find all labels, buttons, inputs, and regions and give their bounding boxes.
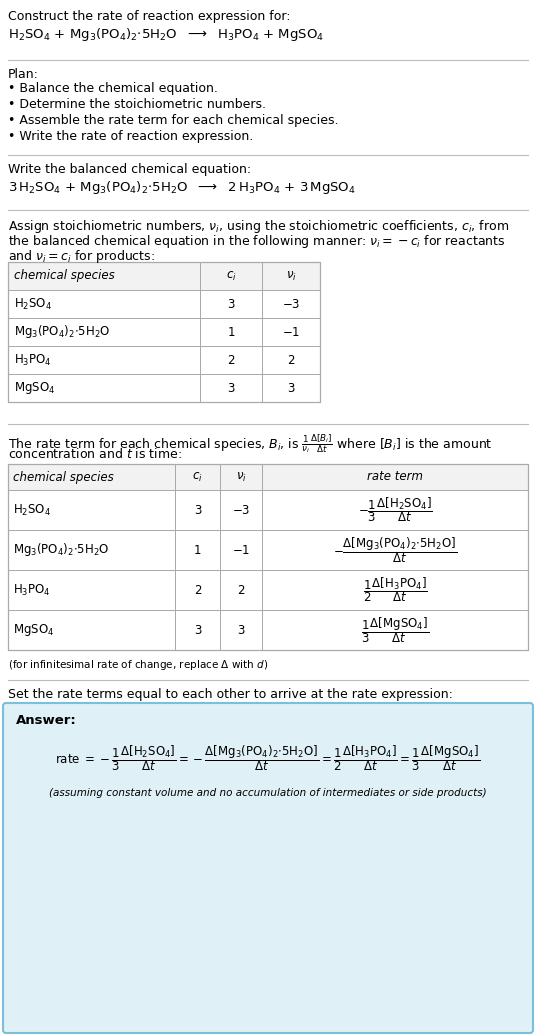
Bar xyxy=(8,262,320,290)
Text: $-3$: $-3$ xyxy=(282,297,300,311)
Text: Plan:: Plan: xyxy=(8,68,39,81)
Text: $\mathrm{H_2SO_4}$: $\mathrm{H_2SO_4}$ xyxy=(14,296,52,312)
Text: 2: 2 xyxy=(237,583,245,597)
Bar xyxy=(8,290,320,318)
Text: 1: 1 xyxy=(227,325,235,339)
Text: $\mathrm{H_2SO_4}$: $\mathrm{H_2SO_4}$ xyxy=(13,502,51,518)
Text: $\mathrm{Mg_3(PO_4)_2{\cdot}5H_2O}$: $\mathrm{Mg_3(PO_4)_2{\cdot}5H_2O}$ xyxy=(14,323,110,341)
Text: $c_i$: $c_i$ xyxy=(226,269,236,283)
FancyBboxPatch shape xyxy=(3,703,533,1033)
Text: 2: 2 xyxy=(193,583,201,597)
Text: $\mathrm{MgSO_4}$: $\mathrm{MgSO_4}$ xyxy=(13,622,54,638)
Text: 3: 3 xyxy=(194,503,201,517)
Bar xyxy=(8,570,528,610)
Text: The rate term for each chemical species, $B_i$, is $\frac{1}{\nu_i}\frac{\Delta[: The rate term for each chemical species,… xyxy=(8,432,493,455)
Text: $\mathrm{Mg_3(PO_4)_2{\cdot}5H_2O}$: $\mathrm{Mg_3(PO_4)_2{\cdot}5H_2O}$ xyxy=(13,542,109,558)
Text: 3: 3 xyxy=(227,381,235,395)
Text: the balanced chemical equation in the following manner: $\nu_i = -c_i$ for react: the balanced chemical equation in the fo… xyxy=(8,233,505,250)
Bar xyxy=(8,464,528,490)
Text: • Assemble the rate term for each chemical species.: • Assemble the rate term for each chemic… xyxy=(8,114,339,127)
Text: $\dfrac{1}{3}\dfrac{\Delta[\mathrm{MgSO_4}]}{\Delta t}$: $\dfrac{1}{3}\dfrac{\Delta[\mathrm{MgSO_… xyxy=(361,615,429,644)
Text: Write the balanced chemical equation:: Write the balanced chemical equation: xyxy=(8,163,251,176)
Text: $\mathrm{H_3PO_4}$: $\mathrm{H_3PO_4}$ xyxy=(14,352,52,368)
Text: (assuming constant volume and no accumulation of intermediates or side products): (assuming constant volume and no accumul… xyxy=(49,788,487,798)
Text: (for infinitesimal rate of change, replace $\Delta$ with $d$): (for infinitesimal rate of change, repla… xyxy=(8,658,268,672)
Bar xyxy=(8,610,528,650)
Text: $\nu_i$: $\nu_i$ xyxy=(286,269,296,283)
Text: rate $= -\dfrac{1}{3}\dfrac{\Delta[\mathrm{H_2SO_4}]}{\Delta t} = -\dfrac{\Delta: rate $= -\dfrac{1}{3}\dfrac{\Delta[\math… xyxy=(56,743,480,773)
Text: $\mathrm{H_2SO_4}$ + $\mathrm{Mg_3(PO_4)_2{\cdot}5H_2O}$  $\longrightarrow$  $\m: $\mathrm{H_2SO_4}$ + $\mathrm{Mg_3(PO_4)… xyxy=(8,26,324,44)
Bar xyxy=(8,262,320,402)
Bar xyxy=(8,318,320,346)
Text: $c_i$: $c_i$ xyxy=(192,470,203,484)
Text: • Write the rate of reaction expression.: • Write the rate of reaction expression. xyxy=(8,130,253,143)
Bar xyxy=(8,464,528,650)
Text: $\nu_i$: $\nu_i$ xyxy=(236,470,247,484)
Text: $-1$: $-1$ xyxy=(282,325,300,339)
Text: 2: 2 xyxy=(287,353,295,367)
Bar xyxy=(8,374,320,402)
Text: 3: 3 xyxy=(194,624,201,636)
Text: $-\dfrac{\Delta[\mathrm{Mg_3(PO_4)_2{\cdot}5H_2O}]}{\Delta t}$: $-\dfrac{\Delta[\mathrm{Mg_3(PO_4)_2{\cd… xyxy=(333,536,457,565)
Text: $3\,\mathrm{H_2SO_4}$ + $\mathrm{Mg_3(PO_4)_2{\cdot}5H_2O}$  $\longrightarrow$  : $3\,\mathrm{H_2SO_4}$ + $\mathrm{Mg_3(PO… xyxy=(8,179,356,196)
Text: $-3$: $-3$ xyxy=(232,503,250,517)
Text: 3: 3 xyxy=(237,624,245,636)
Text: chemical species: chemical species xyxy=(13,470,114,484)
Text: 2: 2 xyxy=(227,353,235,367)
Bar xyxy=(8,490,528,530)
Text: Assign stoichiometric numbers, $\nu_i$, using the stoichiometric coefficients, $: Assign stoichiometric numbers, $\nu_i$, … xyxy=(8,218,509,235)
Text: concentration and $t$ is time:: concentration and $t$ is time: xyxy=(8,447,182,461)
Bar xyxy=(8,530,528,570)
Text: and $\nu_i = c_i$ for products:: and $\nu_i = c_i$ for products: xyxy=(8,248,155,265)
Text: • Balance the chemical equation.: • Balance the chemical equation. xyxy=(8,82,218,95)
Text: rate term: rate term xyxy=(367,470,423,484)
Text: $\mathrm{MgSO_4}$: $\mathrm{MgSO_4}$ xyxy=(14,380,55,396)
Text: $-\dfrac{1}{3}\dfrac{\Delta[\mathrm{H_2SO_4}]}{\Delta t}$: $-\dfrac{1}{3}\dfrac{\Delta[\mathrm{H_2S… xyxy=(358,495,433,524)
Text: Construct the rate of reaction expression for:: Construct the rate of reaction expressio… xyxy=(8,10,291,23)
Text: $\mathrm{H_3PO_4}$: $\mathrm{H_3PO_4}$ xyxy=(13,582,51,598)
Text: Set the rate terms equal to each other to arrive at the rate expression:: Set the rate terms equal to each other t… xyxy=(8,688,453,701)
Text: 3: 3 xyxy=(227,297,235,311)
Text: chemical species: chemical species xyxy=(14,269,115,283)
Text: • Determine the stoichiometric numbers.: • Determine the stoichiometric numbers. xyxy=(8,98,266,111)
Text: 1: 1 xyxy=(193,544,201,556)
Text: $\dfrac{1}{2}\dfrac{\Delta[\mathrm{H_3PO_4}]}{\Delta t}$: $\dfrac{1}{2}\dfrac{\Delta[\mathrm{H_3PO… xyxy=(363,576,427,604)
Text: 3: 3 xyxy=(287,381,295,395)
Bar xyxy=(8,346,320,374)
Text: Answer:: Answer: xyxy=(16,714,77,727)
Text: $-1$: $-1$ xyxy=(232,544,250,556)
